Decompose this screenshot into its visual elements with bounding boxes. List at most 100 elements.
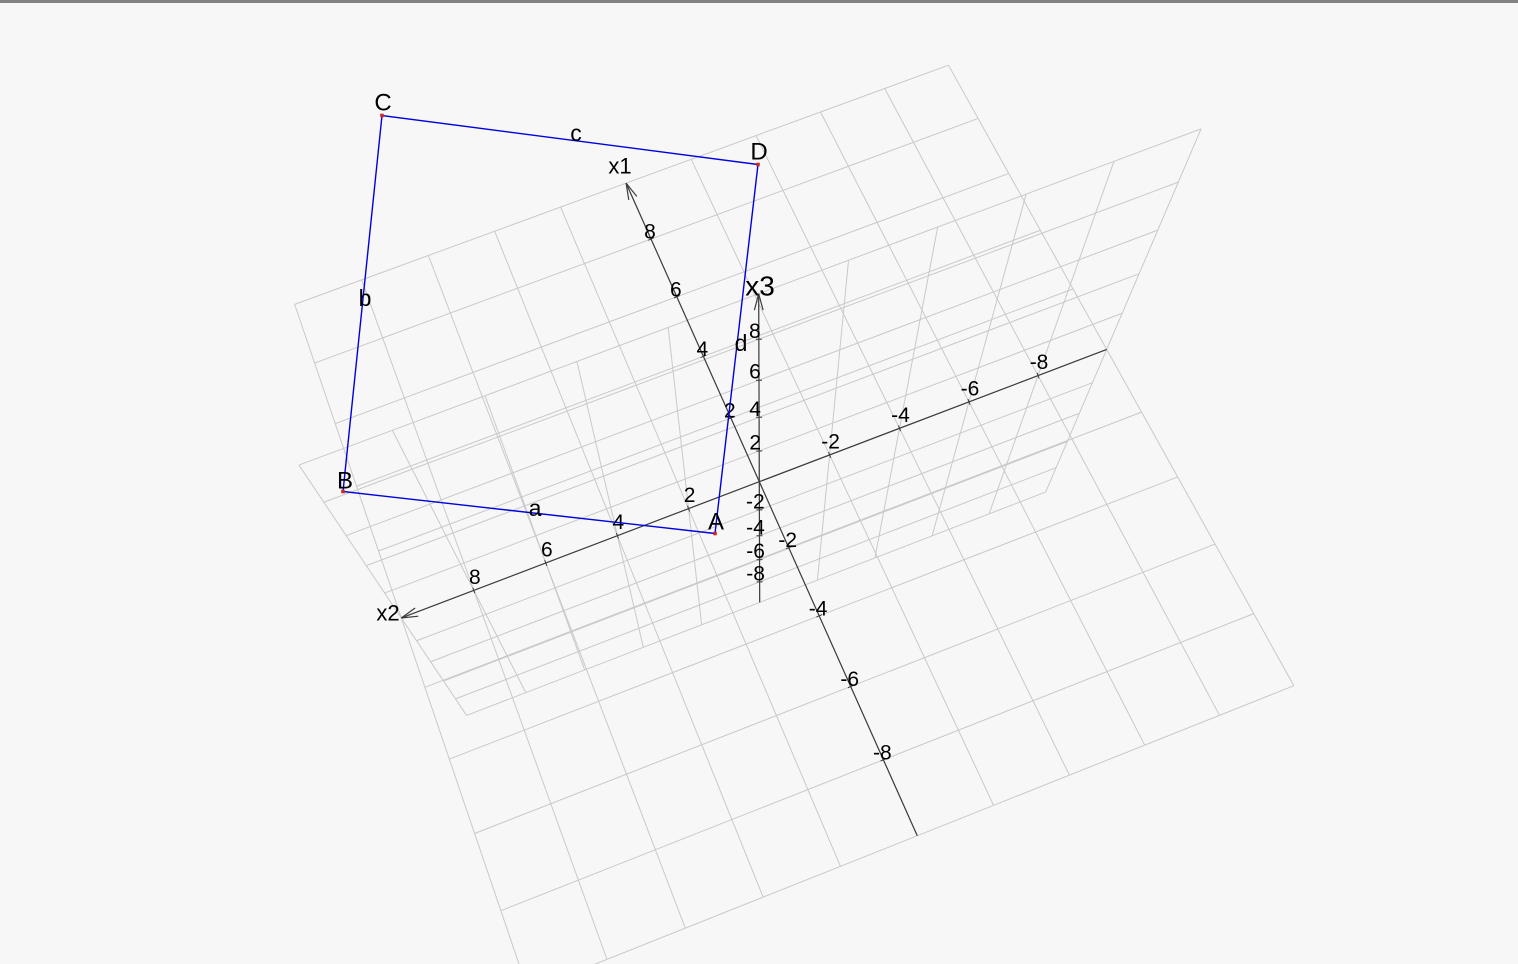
axis-x1-tick-mark	[673, 295, 680, 299]
axis-x3-tick-label: -6	[746, 540, 765, 563]
grid-line	[323, 181, 1179, 503]
grid-line	[931, 193, 1027, 536]
axis-x2-arrowhead-icon	[401, 615, 419, 619]
axis-x3-label: x3	[745, 271, 775, 302]
axis-x2-tick-label: -2	[821, 430, 840, 453]
grid-line	[430, 412, 1080, 663]
vertex-point-D	[756, 162, 760, 167]
axis-x2-tick-mark	[828, 451, 832, 458]
axis-x3-tick-label: 6	[749, 361, 761, 384]
vertex-label-B: B	[337, 468, 353, 495]
axis-x1-arrowhead-icon	[625, 183, 630, 201]
grid-line	[294, 64, 949, 305]
grid-line	[667, 327, 703, 625]
grid-line	[443, 441, 1068, 682]
grid-line	[874, 226, 939, 559]
axis-x1-tick-label: 6	[670, 278, 682, 301]
axis-x3-line	[758, 293, 761, 603]
grid-line	[494, 231, 764, 898]
grid-line	[593, 685, 1295, 964]
axis-x1-tick-mark	[700, 354, 707, 359]
axis-x3-tick-label: -4	[746, 516, 765, 539]
grid-line	[466, 491, 1046, 716]
vertex-label-D: D	[750, 139, 767, 166]
axis-x2-tick-label: 2	[684, 484, 696, 507]
grid-line	[378, 288, 1074, 552]
grid-line	[361, 279, 608, 960]
vertex-point-A	[713, 531, 717, 536]
grid-line	[449, 476, 1178, 760]
grid-line	[474, 543, 1216, 834]
axis-x1-tick-label: -6	[840, 668, 859, 691]
quadrilateral: A B C Da b c d	[337, 90, 768, 536]
axis-x3-tick-label: -2	[746, 490, 765, 513]
grid-line	[391, 430, 527, 693]
grid-line	[424, 411, 1142, 688]
axis-x3-arrowhead-icon	[758, 293, 764, 311]
edge-label-b: b	[359, 285, 372, 311]
grid-line	[294, 304, 520, 964]
axis-x2-tick-mark	[967, 398, 971, 405]
quadrilateral-outline	[342, 114, 759, 535]
axis-x2-tick-label: -6	[961, 377, 980, 400]
grid-line	[1045, 128, 1202, 493]
axis-x1-tick-mark	[880, 758, 887, 762]
vertex-point-B	[341, 489, 345, 494]
axis-x1-tick-label: -4	[809, 597, 828, 620]
axis-x2-label: x2	[376, 601, 399, 626]
grid-line	[576, 361, 644, 648]
grid-line	[416, 382, 1093, 642]
axis-x2-line	[401, 348, 1107, 619]
axis-x3-ticks: 2 4 6 8 -2 -4-6-8 x3	[745, 271, 775, 586]
axis-x1-line	[625, 182, 918, 836]
grid-line	[816, 260, 850, 581]
axis-x3-tick-label: 2	[749, 431, 761, 454]
grid-line	[755, 135, 1070, 776]
grid-line	[690, 159, 995, 806]
axis-x1-tick-label: -8	[873, 741, 892, 764]
axis-x2-arrowhead-icon	[400, 607, 416, 619]
axis-x3-tick-label: -8	[746, 562, 765, 585]
grid-plane-x3-0	[294, 64, 1295, 964]
edge-label-c: c	[570, 120, 582, 146]
axis-x3	[753, 293, 764, 603]
edge-label-d: d	[735, 330, 748, 356]
grid-line	[345, 229, 1158, 537]
axis-x2-tick-mark	[897, 425, 902, 432]
axis-x2-tick-label: -4	[891, 404, 910, 427]
axis-x1-tick-label: 4	[697, 338, 709, 361]
grid-line	[560, 206, 841, 867]
grid-line	[500, 613, 1254, 912]
axis-x1-tick-mark	[785, 545, 792, 550]
grid-line	[455, 467, 1057, 700]
axis-x2-tick-mark	[1036, 372, 1040, 379]
grid-line	[335, 172, 1009, 425]
grid-line	[988, 161, 1115, 515]
axis-x3-arrowhead-icon	[753, 293, 760, 311]
axis-x1-tick-mark	[847, 684, 854, 689]
grid-line	[820, 111, 1146, 746]
grid-plane-x1-0	[298, 128, 1202, 716]
window-top-edge	[0, 0, 1518, 3]
axis-x2-tick-label: 8	[469, 566, 481, 589]
axis-x1-tick-mark	[648, 237, 654, 241]
grid-line	[366, 273, 1140, 567]
vertex-point-C	[380, 113, 384, 118]
axis-x2-tick-mark	[472, 587, 476, 594]
vertex-label-C: C	[374, 90, 391, 117]
axis-x3-tick-label: 8	[749, 320, 761, 343]
axis-x2-tick-label: 6	[541, 538, 553, 561]
axis-x2-tick-mark	[687, 505, 691, 512]
axis-x1-arrowhead-icon	[625, 182, 638, 197]
axis-x1	[625, 182, 918, 836]
axis-x2-tick-mark	[615, 532, 619, 539]
grid-line	[384, 312, 1123, 594]
grid-line	[356, 229, 1041, 487]
grid-line	[484, 395, 586, 671]
axis-x3-tick-label: 4	[749, 398, 761, 421]
